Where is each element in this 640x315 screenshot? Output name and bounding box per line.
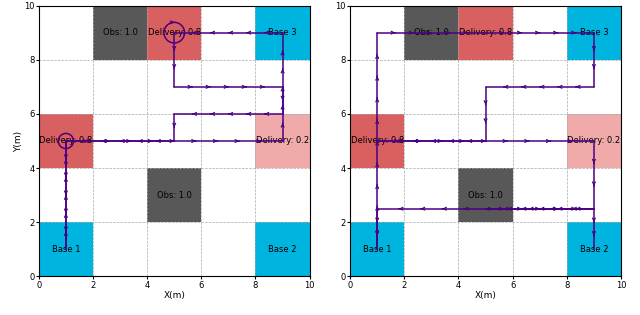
Text: Obs: 1.0: Obs: 1.0 xyxy=(468,191,503,200)
Bar xyxy=(255,222,310,277)
Text: Obs: 1.0: Obs: 1.0 xyxy=(102,28,138,37)
Text: Obs: 1.0: Obs: 1.0 xyxy=(157,191,191,200)
Bar xyxy=(350,114,404,168)
Bar xyxy=(147,168,202,222)
Text: Delivery: 0.8: Delivery: 0.8 xyxy=(459,28,512,37)
Bar xyxy=(39,114,93,168)
Bar xyxy=(567,222,621,277)
Text: Delivery: 0.8: Delivery: 0.8 xyxy=(351,136,404,146)
X-axis label: X(m): X(m) xyxy=(475,291,497,300)
Text: Base 1: Base 1 xyxy=(363,245,392,254)
Bar xyxy=(458,168,513,222)
Bar xyxy=(147,6,202,60)
Text: (a): (a) xyxy=(166,314,182,315)
Text: Base 3: Base 3 xyxy=(268,28,297,37)
Bar xyxy=(350,222,404,277)
Text: Delivery: 0.2: Delivery: 0.2 xyxy=(567,136,621,146)
Text: Base 3: Base 3 xyxy=(580,28,608,37)
Text: Base 1: Base 1 xyxy=(52,245,80,254)
Text: Delivery: 0.8: Delivery: 0.8 xyxy=(39,136,93,146)
Text: Obs: 1.0: Obs: 1.0 xyxy=(414,28,449,37)
Bar xyxy=(255,114,310,168)
Y-axis label: Y(m): Y(m) xyxy=(13,130,23,152)
Text: Delivery: 0.8: Delivery: 0.8 xyxy=(148,28,201,37)
Text: Base 2: Base 2 xyxy=(268,245,297,254)
Bar xyxy=(567,114,621,168)
Bar xyxy=(404,6,458,60)
X-axis label: X(m): X(m) xyxy=(163,291,185,300)
Bar xyxy=(567,6,621,60)
Bar xyxy=(458,6,513,60)
Text: Base 2: Base 2 xyxy=(580,245,608,254)
Bar xyxy=(39,222,93,277)
Bar xyxy=(255,6,310,60)
Text: (b): (b) xyxy=(477,314,493,315)
Bar xyxy=(93,6,147,60)
Text: Delivery: 0.2: Delivery: 0.2 xyxy=(256,136,309,146)
